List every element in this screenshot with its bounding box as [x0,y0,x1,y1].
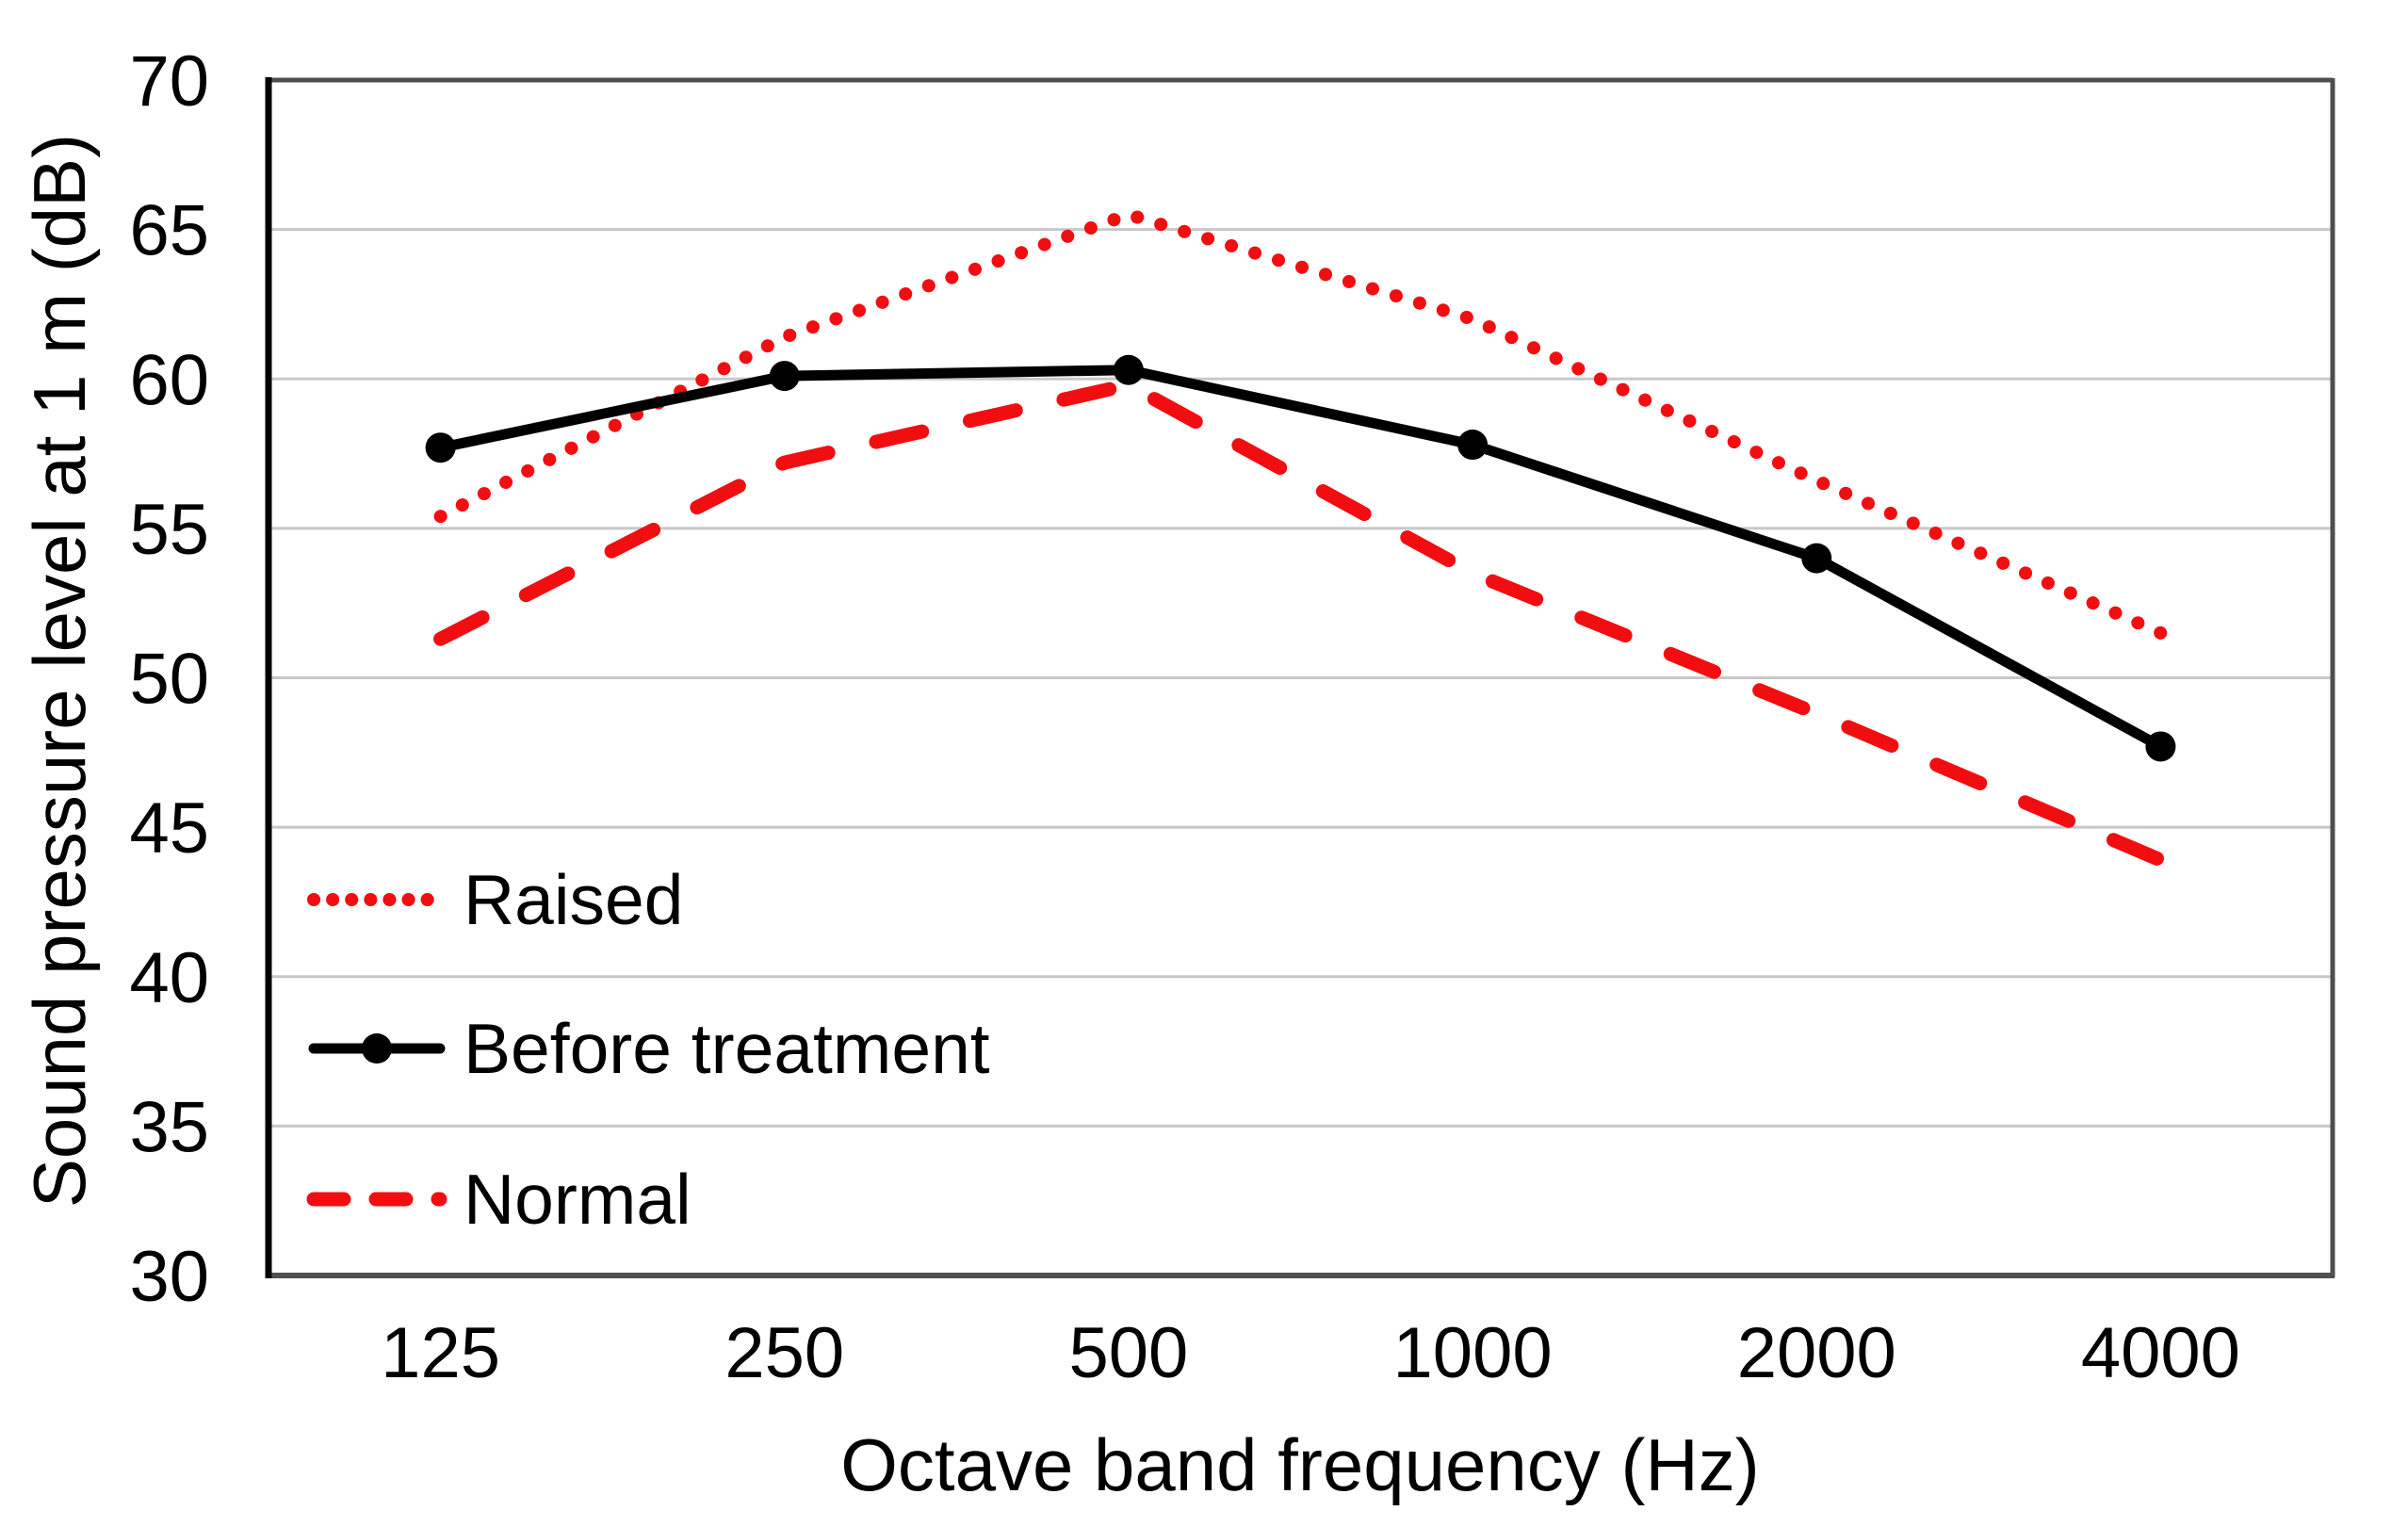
series-raised [433,207,2168,640]
x-tick-label-4000: 4000 [2081,1313,2240,1393]
legend-item-normal: Normal [306,1160,691,1239]
data-point-before-treatment-125 [425,432,456,463]
x-tick-label-250: 250 [724,1313,844,1393]
x-tick-label-1000: 1000 [1393,1313,1553,1393]
data-point-before-treatment-1000 [1457,430,1489,461]
legend-label-normal: Normal [464,1160,691,1239]
data-point-before-treatment-2000 [1801,543,1832,574]
x-tick-label-500: 500 [1069,1313,1189,1393]
x-axis-title: Octave band frequency (Hz) [840,1423,1759,1506]
legend-marker-before-treatment [362,1033,392,1064]
series-normal [433,377,2168,868]
gridlines [268,228,2333,1128]
series-line-raised [433,207,2168,640]
legend-label-before-treatment: Before treatment [464,1009,990,1088]
data-point-before-treatment-4000 [2145,731,2176,762]
y-tick-label-65: 65 [129,191,209,271]
y-axis-title: Sound pressure level at 1 m (dB) [18,134,101,1208]
y-tick-label-70: 70 [129,41,209,122]
y-tick-label-30: 30 [129,1237,209,1317]
y-tick-label-55: 55 [129,490,209,570]
series-before-treatment [425,354,2176,762]
legend-item-before-treatment: Before treatment [308,1009,990,1088]
legend-item-raised: Raised [307,860,683,939]
x-axis-tick-labels: 125 250 500 1000 2000 4000 [381,1313,2240,1393]
x-tick-label-125: 125 [381,1313,500,1393]
plot-frame [265,77,2335,1278]
y-tick-label-50: 50 [129,640,209,720]
x-tick-label-2000: 2000 [1737,1313,1896,1393]
y-tick-label-35: 35 [129,1087,209,1167]
legend: Raised Before treatment Normal [306,860,990,1239]
series-line-before-treatment [435,365,2166,752]
y-tick-label-60: 60 [129,340,209,420]
y-axis-tick-labels: 70 65 60 55 50 45 40 35 30 [129,41,209,1317]
data-point-before-treatment-250 [769,361,800,392]
y-tick-label-40: 40 [129,938,209,1018]
series-line-normal [433,377,2168,868]
legend-label-raised: Raised [464,860,683,939]
data-series [425,207,2176,868]
data-point-before-treatment-500 [1113,354,1144,385]
y-tick-label-45: 45 [129,788,209,869]
